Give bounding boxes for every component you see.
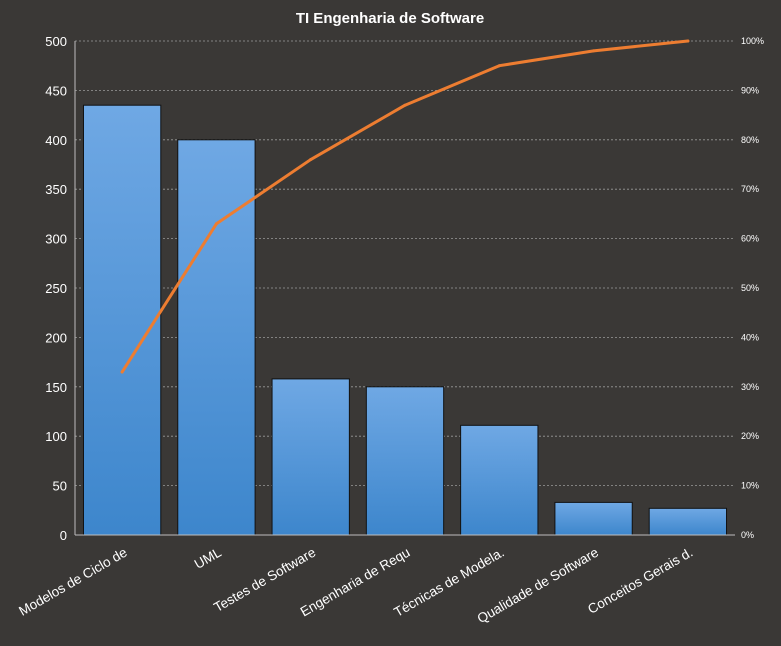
line-point [214, 222, 218, 226]
y-tick-label: 350 [45, 182, 67, 197]
y2-tick-label: 50% [741, 283, 759, 293]
y2-tick-label: 60% [741, 234, 759, 244]
y-tick-label: 150 [45, 380, 67, 395]
bar [365, 386, 445, 536]
y-tick-label: 100 [45, 429, 67, 444]
y2-tick-label: 0% [741, 530, 754, 540]
line-point [686, 39, 690, 43]
bar [554, 501, 633, 536]
bar [177, 139, 256, 536]
x-tick-label: UML [192, 544, 225, 571]
y2-tick-label: 70% [741, 184, 759, 194]
y2-tick-label: 20% [741, 431, 759, 441]
bar [82, 104, 162, 536]
y-tick-label: 300 [45, 232, 67, 247]
y-tick-label: 500 [45, 34, 67, 49]
y-tick-label: 450 [45, 83, 67, 98]
y-tick-label: 0 [60, 528, 67, 543]
y-tick-label: 50 [53, 479, 67, 494]
line-point [592, 49, 596, 53]
line-point [120, 370, 124, 374]
y2-tick-label: 30% [741, 382, 759, 392]
y2-tick-label: 90% [741, 85, 759, 95]
line-layer [120, 39, 690, 374]
bar [648, 507, 728, 536]
y2-tick-label: 80% [741, 135, 759, 145]
y-tick-label: 400 [45, 133, 67, 148]
line-point [309, 158, 313, 162]
y-tick-label: 250 [45, 281, 67, 296]
y2-tick-label: 40% [741, 332, 759, 342]
line-point [403, 103, 407, 107]
bar [460, 424, 539, 536]
line-point [497, 64, 501, 68]
x-tick-label: Modelos de Ciclo de [16, 545, 129, 619]
chart-title: TI Engenharia de Software [296, 10, 484, 27]
bar-layer [82, 104, 728, 536]
y2-tick-label: 10% [741, 481, 759, 491]
y2-tick-label: 100% [741, 36, 764, 46]
x-tick-label: Conceitos Gerais d. [585, 545, 695, 617]
y-tick-label: 200 [45, 330, 67, 345]
bar [271, 378, 350, 536]
